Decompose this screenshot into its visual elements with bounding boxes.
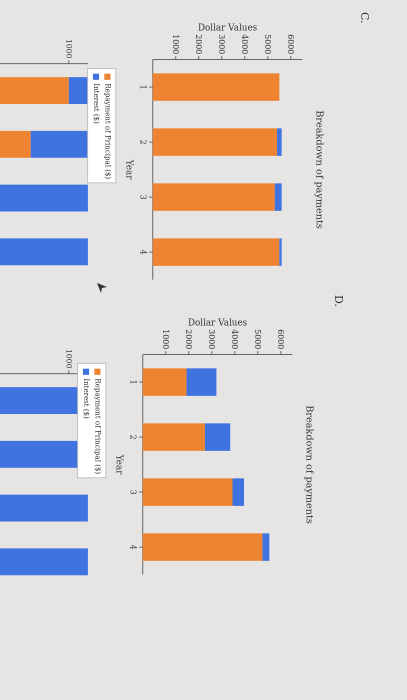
legend-label-interest: Interest ($) (92, 83, 101, 124)
x-tick-label: 2 (138, 140, 147, 145)
y-tick-label: 1000 (161, 329, 170, 349)
chart-title: Breakdown of payments (313, 110, 324, 229)
x-tick-label: 2 (128, 435, 137, 440)
y-tick-label: 2000 (194, 34, 203, 54)
y-tick-label: 1000 (64, 39, 73, 59)
x-tick-label: 4 (128, 545, 137, 550)
y-axis-label: Dollar Values (198, 24, 258, 34)
legend-swatch-principal (94, 368, 101, 375)
y-axis-label: Dollar Values (188, 319, 248, 329)
bar-interest-year-1 (186, 368, 217, 396)
legend-swatch-principal (104, 73, 111, 80)
bar-interest-year-3 (0, 184, 88, 212)
chart-top-right-partial: 10001234YearRepayment of Principal ($)In… (0, 349, 88, 576)
bar-principal-year-2 (142, 423, 205, 451)
bar-interest-year-4 (262, 533, 270, 561)
y-tick-label: 3000 (217, 34, 226, 54)
legend-label-interest: Interest ($) (82, 378, 91, 419)
bar-principal-year-3 (152, 183, 275, 211)
x-tick-label: 1 (128, 380, 137, 385)
option-c-label: C. (358, 12, 371, 24)
x-axis-label: Year (123, 159, 133, 180)
bar-principal-year-2 (152, 128, 278, 156)
bar-interest-year-1 (68, 77, 88, 105)
legend-box (87, 67, 117, 184)
bar-interest-year-2 (30, 130, 88, 158)
cursor-arrow-icon (97, 283, 107, 293)
legend-label-principal: Repayment of Principal ($) (93, 378, 102, 474)
bar-principal-year-1 (0, 77, 69, 105)
bar-principal-year-1 (152, 73, 280, 101)
bar-interest-year-3 (274, 183, 282, 211)
y-tick-label: 1000 (171, 34, 180, 54)
bar-interest-year-1 (0, 387, 88, 415)
y-tick-label: 6000 (286, 34, 295, 54)
y-tick-label: 5000 (263, 34, 272, 54)
x-tick-label: 4 (138, 250, 147, 255)
bar-interest-year-4 (279, 238, 282, 266)
bar-interest-year-3 (0, 494, 88, 522)
x-tick-label: 1 (138, 85, 147, 90)
y-tick-label: 2000 (184, 329, 193, 349)
y-tick-label: 6000 (276, 329, 285, 349)
bar-interest-year-2 (277, 128, 282, 156)
legend-box (77, 362, 107, 479)
chart-top-left-partial: 10001234YearRepayment of Principal ($)In… (0, 39, 88, 266)
y-tick-label: 3000 (207, 329, 216, 349)
bar-interest-year-4 (0, 238, 88, 266)
chart-title: Breakdown of payments (303, 405, 314, 524)
bar-principal-year-1 (142, 368, 187, 396)
bar-interest-year-2 (0, 440, 88, 468)
y-tick-label: 4000 (230, 329, 239, 349)
chart-option-c: Breakdown of payments 1000 2000 3000 4000 500… (87, 24, 324, 280)
rotated-content: 10001234YearRepayment of Principal ($)In… (0, 12, 371, 576)
bar-principal-year-2 (0, 130, 31, 158)
chart-option-d: Breakdown of payments 1000 2000 3000 4000 500… (77, 319, 314, 575)
x-tick-label: 3 (128, 490, 137, 495)
legend-swatch-interest (82, 368, 90, 375)
x-tick-label: 3 (138, 195, 147, 200)
option-d-label: D. (332, 295, 345, 307)
bar-principal-year-3 (142, 478, 233, 506)
legend-label-principal: Repayment of Principal ($) (103, 83, 112, 179)
y-tick-label: 4000 (240, 34, 249, 54)
bar-interest-year-2 (204, 423, 231, 451)
bar-interest-year-3 (232, 478, 245, 506)
bar-interest-year-4 (0, 548, 88, 576)
legend-swatch-interest (92, 73, 100, 80)
y-tick-label: 1000 (64, 349, 73, 369)
bar-principal-year-4 (142, 533, 263, 561)
y-tick-label: 5000 (253, 329, 262, 349)
bar-principal-year-4 (152, 238, 280, 266)
x-axis-label: Year (113, 454, 123, 475)
